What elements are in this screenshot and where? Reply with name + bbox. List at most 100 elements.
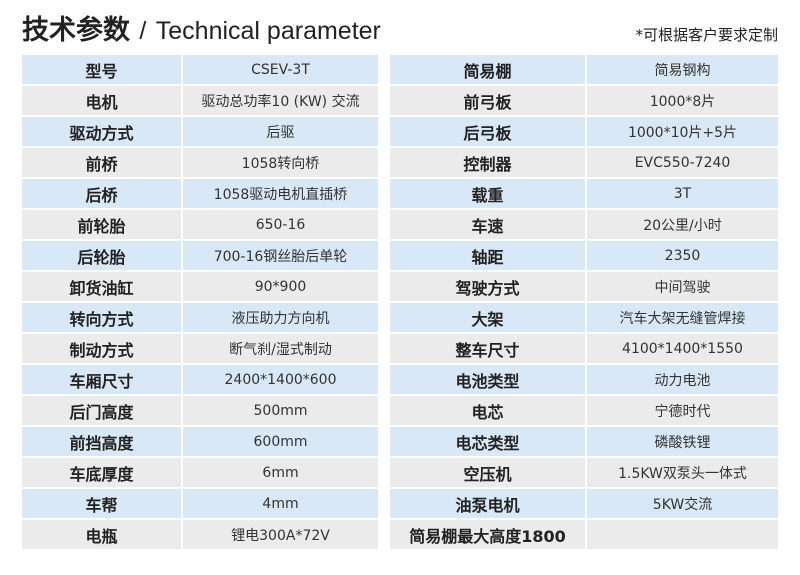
spec-label: 车底厚度: [22, 458, 183, 489]
table-row: 空压机 1.5KW双泵头一体式: [390, 458, 778, 489]
spec-value: 中间驾驶: [587, 272, 778, 303]
spec-label: 大架: [390, 303, 587, 334]
spec-value: 4100*1400*1550: [587, 334, 778, 365]
spec-label: 载重: [390, 179, 587, 210]
spec-value: 后驱: [183, 117, 378, 148]
table-row: 载重 3T: [390, 179, 778, 210]
spec-label: 空压机: [390, 458, 587, 489]
spec-label: 电芯: [390, 396, 587, 427]
spec-value: 2400*1400*600: [183, 365, 378, 396]
title-cn: 技术参数: [22, 15, 130, 46]
spec-label: 后弓板: [390, 117, 587, 148]
spec-value: 驱动总功率10 (KW) 交流: [183, 86, 378, 117]
table-row: 后弓板 1000*10片+5片: [390, 117, 778, 148]
table-row: 车帮 4mm: [22, 489, 378, 520]
spec-value: 90*900: [183, 272, 378, 303]
spec-value: 液压助力方向机: [183, 303, 378, 334]
table-row: 车速 20公里/小时: [390, 210, 778, 241]
page-title: 技术参数 / Technical parameter: [22, 8, 381, 47]
table-row: 电瓶 锂电300A*72V: [22, 520, 378, 551]
customization-note: *可根据客户要求定制: [635, 26, 778, 44]
table-row: 电芯类型 磷酸铁锂: [390, 427, 778, 458]
spec-label: 前挡高度: [22, 427, 183, 458]
spec-label: 油泵电机: [390, 489, 587, 520]
spec-value: 600mm: [183, 427, 378, 458]
table-row: 控制器 EVC550-7240: [390, 148, 778, 179]
spec-value: 20公里/小时: [587, 210, 778, 241]
spec-label: 前桥: [22, 148, 183, 179]
spec-value: 6mm: [183, 458, 378, 489]
spec-value: 动力电池: [587, 365, 778, 396]
table-row: 简易棚 简易钢构: [390, 55, 778, 86]
table-row: 型号 CSEV-3T: [22, 55, 378, 86]
spec-label: 整车尺寸: [390, 334, 587, 365]
table-row: 车底厚度 6mm: [22, 458, 378, 489]
spec-value: 1000*8片: [587, 86, 778, 117]
table-row: 整车尺寸 4100*1400*1550: [390, 334, 778, 365]
spec-value: 汽车大架无缝管焊接: [587, 303, 778, 334]
title-en: Technical parameter: [155, 17, 381, 45]
spec-value: 1.5KW双泵头一体式: [587, 458, 778, 489]
spec-value: 500mm: [183, 396, 378, 427]
table-row: 前挡高度 600mm: [22, 427, 378, 458]
spec-value: 700-16钢丝胎后单轮: [183, 241, 378, 272]
spec-label: 电机: [22, 86, 183, 117]
spec-value: 650-16: [183, 210, 378, 241]
spec-label: 电瓶: [22, 520, 183, 551]
spec-value: 1000*10片+5片: [587, 117, 778, 148]
spec-value: 3T: [587, 179, 778, 210]
spec-value: 5KW交流: [587, 489, 778, 520]
spec-value: 磷酸铁锂: [587, 427, 778, 458]
table-row: 电机 驱动总功率10 (KW) 交流: [22, 86, 378, 117]
spec-label: 前轮胎: [22, 210, 183, 241]
table-row: 制动方式 断气刹/湿式制动: [22, 334, 378, 365]
spec-label: 车厢尺寸: [22, 365, 183, 396]
spec-value: 断气刹/湿式制动: [183, 334, 378, 365]
table-row: 转向方式 液压助力方向机: [22, 303, 378, 334]
table-row: 卸货油缸 90*900: [22, 272, 378, 303]
table-row: 电芯 宁德时代: [390, 396, 778, 427]
spec-label: 车速: [390, 210, 587, 241]
spec-label: 后桥: [22, 179, 183, 210]
spec-table-right: 简易棚 简易钢构 前弓板 1000*8片 后弓板 1000*10片+5片 控制器 EVC550…: [390, 55, 778, 551]
spec-label: 驾驶方式: [390, 272, 587, 303]
spec-value: 简易钢构: [587, 55, 778, 86]
spec-label: 电池类型: [390, 365, 587, 396]
spec-value: 4mm: [183, 489, 378, 520]
spec-label: 车帮: [22, 489, 183, 520]
table-row: 电池类型 动力电池: [390, 365, 778, 396]
table-row: 大架 汽车大架无缝管焊接: [390, 303, 778, 334]
spec-label: 前弓板: [390, 86, 587, 117]
spec-label: 后轮胎: [22, 241, 183, 272]
spec-value: 宁德时代: [587, 396, 778, 427]
table-row: 驾驶方式 中间驾驶: [390, 272, 778, 303]
title-separator: /: [139, 17, 147, 45]
spec-value: EVC550-7240: [587, 148, 778, 179]
spec-value: CSEV-3T: [183, 55, 378, 86]
spec-label: 简易棚: [390, 55, 587, 86]
table-row: 后桥 1058驱动电机直插桥: [22, 179, 378, 210]
spec-table-left: 型号 CSEV-3T 电机 驱动总功率10 (KW) 交流 驱动方式 后驱 前桥 1058转向…: [22, 55, 378, 551]
spec-label: 电芯类型: [390, 427, 587, 458]
table-row: 前轮胎 650-16: [22, 210, 378, 241]
spec-value: 1058转向桥: [183, 148, 378, 179]
spec-label: 卸货油缸: [22, 272, 183, 303]
spec-label: 型号: [22, 55, 183, 86]
table-row: 驱动方式 后驱: [22, 117, 378, 148]
spec-label: 控制器: [390, 148, 587, 179]
spec-label: 驱动方式: [22, 117, 183, 148]
table-row: 前弓板 1000*8片: [390, 86, 778, 117]
table-row: 后门高度 500mm: [22, 396, 378, 427]
spec-value: 2350: [587, 241, 778, 272]
spec-label: 制动方式: [22, 334, 183, 365]
spec-label: 后门高度: [22, 396, 183, 427]
spec-label: 轴距: [390, 241, 587, 272]
spec-value: 1058驱动电机直插桥: [183, 179, 378, 210]
table-row: 车厢尺寸 2400*1400*600: [22, 365, 378, 396]
table-row: 简易棚最大高度1800: [390, 520, 778, 551]
spec-label: 简易棚最大高度1800: [390, 520, 587, 551]
spec-value: 锂电300A*72V: [183, 520, 378, 551]
table-row: 油泵电机 5KW交流: [390, 489, 778, 520]
table-row: 轴距 2350: [390, 241, 778, 272]
spec-value: [587, 520, 778, 551]
